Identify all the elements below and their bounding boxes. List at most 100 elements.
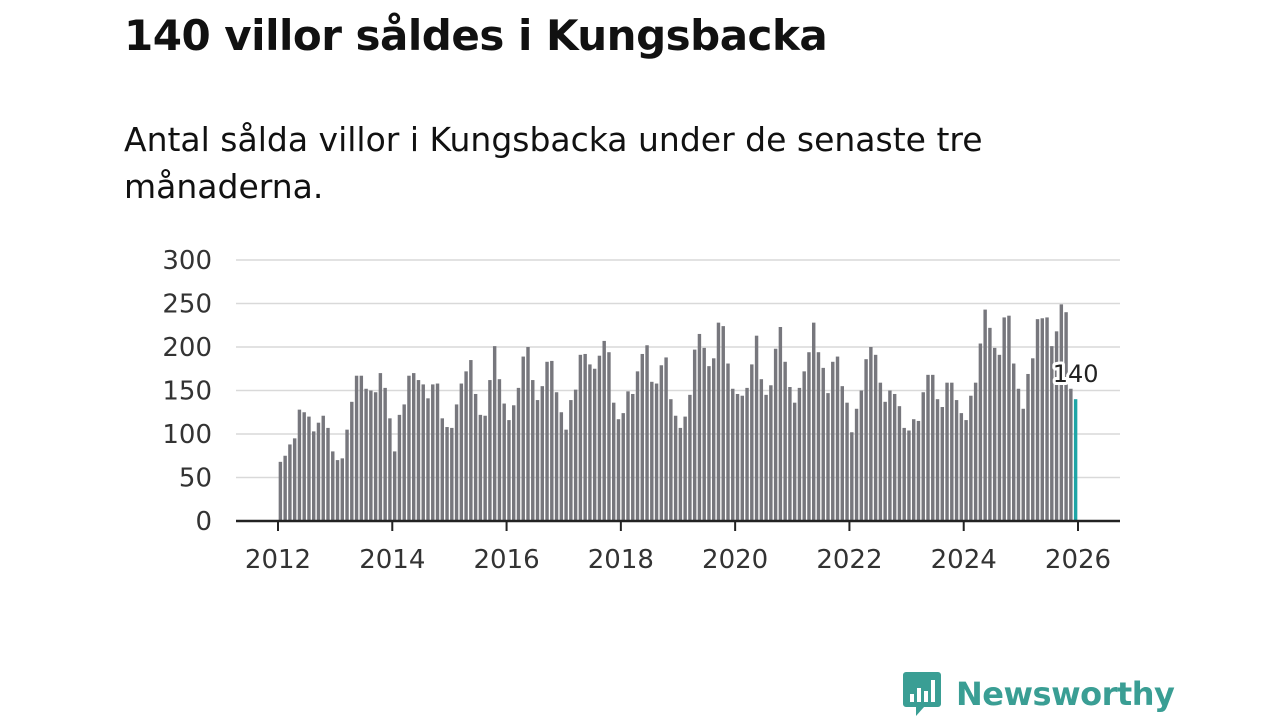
bar xyxy=(907,430,911,521)
bar xyxy=(450,427,454,521)
bar xyxy=(650,381,654,521)
bar xyxy=(321,415,325,521)
bar xyxy=(459,383,464,521)
bar xyxy=(688,394,692,521)
bar xyxy=(831,361,835,521)
bar xyxy=(426,398,430,521)
x-tick-label: 2012 xyxy=(245,545,311,575)
bar xyxy=(540,386,544,521)
annotations: 140 xyxy=(1050,357,1102,391)
bar xyxy=(1059,304,1064,521)
y-tick-label: 150 xyxy=(162,377,212,407)
bar xyxy=(764,394,768,521)
bar xyxy=(716,322,721,521)
bar xyxy=(978,343,983,521)
bar xyxy=(1035,319,1040,521)
bar xyxy=(983,309,987,521)
bar xyxy=(526,347,530,521)
bar xyxy=(545,361,549,521)
bar xyxy=(550,360,554,521)
bar xyxy=(297,409,302,521)
bar xyxy=(454,404,459,521)
bar xyxy=(916,420,921,521)
value-annotation: 140 xyxy=(1053,360,1099,388)
bar xyxy=(997,354,1002,521)
y-tick-label: 250 xyxy=(162,290,212,320)
bar xyxy=(816,352,821,521)
bar xyxy=(788,387,792,521)
bar xyxy=(992,347,997,521)
chart-subtitle: Antal sålda villor i Kungsbacka under de… xyxy=(124,120,983,206)
bar xyxy=(488,380,492,521)
bar xyxy=(888,390,892,521)
bar xyxy=(964,420,968,521)
bar xyxy=(878,382,883,521)
bar xyxy=(1069,388,1073,521)
bar xyxy=(697,333,702,521)
bar xyxy=(1016,388,1021,521)
bar xyxy=(402,404,406,521)
x-tick-label: 2022 xyxy=(816,545,882,575)
bar xyxy=(621,413,625,521)
bar xyxy=(369,390,373,521)
bar xyxy=(516,387,521,521)
bar xyxy=(535,400,540,521)
newsworthy-logo-icon xyxy=(903,672,941,716)
bar xyxy=(735,393,740,521)
bar xyxy=(1031,358,1035,521)
x-tick-label: 2026 xyxy=(1045,545,1111,575)
bar xyxy=(626,391,630,521)
bar xyxy=(850,432,854,521)
bar xyxy=(902,427,906,521)
bar xyxy=(721,326,725,521)
bar xyxy=(335,460,340,521)
x-tick-label: 2020 xyxy=(702,545,768,575)
bar xyxy=(797,387,802,521)
x-tick-label: 2014 xyxy=(359,545,425,575)
bar xyxy=(1050,346,1054,521)
bar xyxy=(654,383,659,521)
bar xyxy=(883,401,887,521)
bar xyxy=(554,392,559,521)
bar xyxy=(845,402,849,521)
bar xyxy=(421,384,425,521)
bar xyxy=(892,393,897,521)
bar xyxy=(712,358,716,521)
bar xyxy=(659,365,664,521)
bar xyxy=(664,357,668,521)
bar xyxy=(602,340,606,521)
bar xyxy=(635,371,640,521)
bar xyxy=(645,345,649,521)
bar xyxy=(307,416,311,521)
bar-chart: 0 50 100 150 200 250 300 2012 2014 2016 2018 2020 20… xyxy=(162,246,1120,575)
bar xyxy=(531,380,535,521)
bar xyxy=(669,399,673,521)
bar xyxy=(783,361,787,521)
brand-name: Newsworthy xyxy=(956,675,1175,713)
bar xyxy=(683,416,687,521)
bar xyxy=(497,379,502,521)
bar xyxy=(859,390,864,521)
bar xyxy=(745,387,749,521)
bar xyxy=(316,422,321,521)
y-tick-label: 100 xyxy=(162,420,212,450)
bar xyxy=(407,375,411,521)
bar xyxy=(1002,317,1006,521)
bar xyxy=(969,395,973,521)
bar xyxy=(278,461,283,521)
bar xyxy=(331,451,335,521)
bar xyxy=(378,373,383,521)
bar xyxy=(292,438,297,521)
bar-highlight xyxy=(1073,399,1078,521)
bar xyxy=(345,429,349,521)
bar xyxy=(931,374,935,521)
bar xyxy=(354,375,359,521)
bar xyxy=(373,392,378,521)
bar xyxy=(431,384,435,521)
bar xyxy=(569,400,573,521)
bar xyxy=(988,327,992,521)
bar xyxy=(521,356,525,521)
bar xyxy=(573,389,578,521)
bar xyxy=(1026,373,1030,521)
bar xyxy=(435,383,440,521)
